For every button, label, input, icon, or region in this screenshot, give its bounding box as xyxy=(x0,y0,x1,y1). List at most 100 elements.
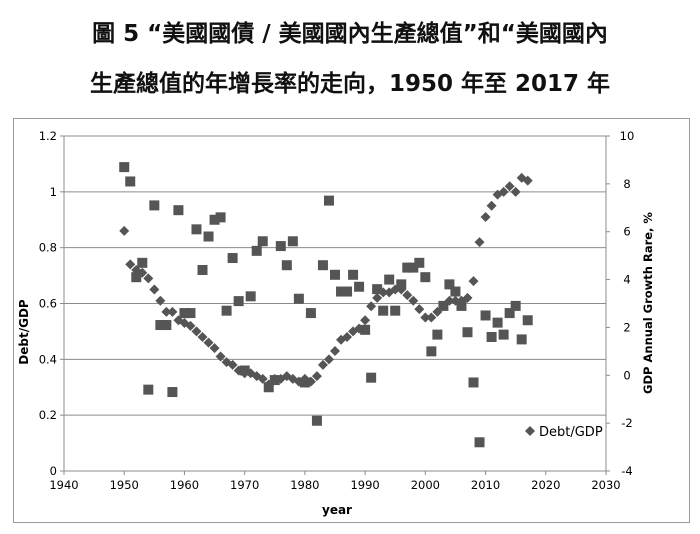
gdp-growth-point xyxy=(317,260,328,271)
gdp-growth-point xyxy=(414,257,425,268)
gdp-growth-point xyxy=(522,315,533,326)
y2-tick-label: 6 xyxy=(623,225,630,239)
gdp-growth-point xyxy=(287,236,298,247)
gdp-growth-point xyxy=(342,286,353,297)
debt-gdp-point xyxy=(366,301,377,312)
x-axis-label: year xyxy=(322,503,352,517)
debt-gdp-point xyxy=(119,225,130,236)
gdp-growth-point xyxy=(197,265,208,275)
gdp-growth-point xyxy=(456,300,467,311)
gdp-growth-point xyxy=(498,329,509,340)
debt-gdp-point xyxy=(426,312,437,323)
gdp-growth-point xyxy=(161,320,172,331)
y-tick-label: 0.6 xyxy=(39,297,57,311)
axis-labels: year Debt/GDP GDP Annual Growth Rare, % xyxy=(17,212,655,517)
gdp-growth-point xyxy=(221,305,232,316)
gdp-growth-point xyxy=(125,176,136,187)
gdp-growth-point xyxy=(402,262,413,273)
debt-gdp-point xyxy=(155,295,166,306)
debt-gdp-point xyxy=(342,332,353,342)
gdp-growth-point xyxy=(408,262,419,273)
y-tick-label: 1.2 xyxy=(39,129,57,143)
y-axis-label: Debt/GDP xyxy=(17,299,31,365)
series-markers xyxy=(119,162,533,448)
gdp-growth-point xyxy=(360,324,371,335)
gdp-growth-point xyxy=(281,260,292,271)
gdp-growth-point xyxy=(432,329,443,340)
gdp-growth-point xyxy=(191,224,202,235)
debt-gdp-point xyxy=(257,373,268,384)
legend-marker-diamond xyxy=(525,426,535,436)
debt-gdp-point xyxy=(137,267,148,278)
gdp-growth-point xyxy=(384,274,395,285)
gdp-growth-point xyxy=(311,415,322,426)
y2-tick-label: -4 xyxy=(621,464,632,478)
x-tick-label: 1940 xyxy=(49,478,78,492)
debt-gdp-point xyxy=(420,312,431,323)
gridlines xyxy=(64,135,606,472)
y2-tick-label: 4 xyxy=(623,273,630,287)
x-tick-label: 1960 xyxy=(170,478,199,492)
y2-tick-label: 10 xyxy=(620,129,635,143)
gdp-growth-point xyxy=(179,308,190,319)
debt-gdp-point xyxy=(474,237,485,248)
gdp-growth-point xyxy=(354,281,365,292)
gdp-growth-point xyxy=(510,300,521,311)
gdp-growth-point xyxy=(444,279,455,290)
y2-axis-label: GDP Annual Growth Rare, % xyxy=(641,212,655,394)
x-tick-label: 2030 xyxy=(591,478,620,492)
gdp-growth-point xyxy=(209,214,220,225)
debt-gdp-point xyxy=(486,200,497,211)
gdp-growth-point xyxy=(378,305,389,316)
gdp-growth-point xyxy=(323,195,334,206)
debt-gdp-point xyxy=(185,320,196,331)
y2-tick-label: 0 xyxy=(623,368,630,382)
debt-gdp-point xyxy=(522,175,533,186)
gdp-growth-point xyxy=(173,205,184,216)
gdp-growth-point xyxy=(185,308,196,319)
debt-gdp-point xyxy=(330,345,340,356)
gdp-growth-point xyxy=(348,269,359,280)
y-tick-label: 0.8 xyxy=(39,241,57,255)
gdp-growth-point xyxy=(143,384,154,395)
y-tick-label: 0 xyxy=(50,464,57,478)
gdp-growth-point xyxy=(119,162,130,173)
gdp-growth-point xyxy=(275,241,286,252)
gdp-growth-point xyxy=(155,320,166,331)
debt-gdp-point xyxy=(408,295,419,306)
debt-gdp-point xyxy=(227,359,238,370)
gdp-growth-point xyxy=(263,382,274,393)
debt-gdp-point xyxy=(468,276,479,287)
debt-gdp-point xyxy=(167,306,178,317)
gdp-growth-point xyxy=(257,236,268,247)
debt-gdp-point xyxy=(215,351,226,362)
debt-gdp-point xyxy=(179,318,190,329)
gdp-growth-point xyxy=(239,365,250,376)
debt-gdp-point xyxy=(197,332,208,342)
gdp-growth-point xyxy=(203,231,214,242)
debt-gdp-point xyxy=(209,343,220,354)
gdp-growth-point xyxy=(372,284,383,295)
y2-tick-label: 8 xyxy=(623,177,630,191)
debt-gdp-point xyxy=(480,211,491,222)
debt-gdp-point xyxy=(125,259,136,270)
gdp-growth-point xyxy=(450,286,461,297)
debt-gdp-point xyxy=(143,273,154,284)
gdp-growth-point xyxy=(486,332,497,342)
gdp-growth-point xyxy=(251,245,262,256)
gdp-growth-point xyxy=(462,327,473,338)
debt-gdp-point xyxy=(311,371,322,382)
gdp-growth-point xyxy=(233,296,244,307)
y-tick-label: 1 xyxy=(50,185,57,199)
x-tick-label: 1990 xyxy=(350,478,379,492)
debt-gdp-point xyxy=(378,287,389,298)
gdp-growth-point xyxy=(396,279,407,290)
debt-gdp-point xyxy=(498,186,509,197)
x-tick-label: 2010 xyxy=(471,478,500,492)
gdp-growth-point xyxy=(480,310,491,321)
debt-gdp-point xyxy=(414,304,425,315)
debt-gdp-point xyxy=(191,326,202,337)
debt-gdp-point xyxy=(161,306,172,317)
gdp-growth-point xyxy=(149,200,160,211)
chart-title-line2: 生產總值的年增長率的走向，1950 年至 2017 年 xyxy=(89,71,611,97)
